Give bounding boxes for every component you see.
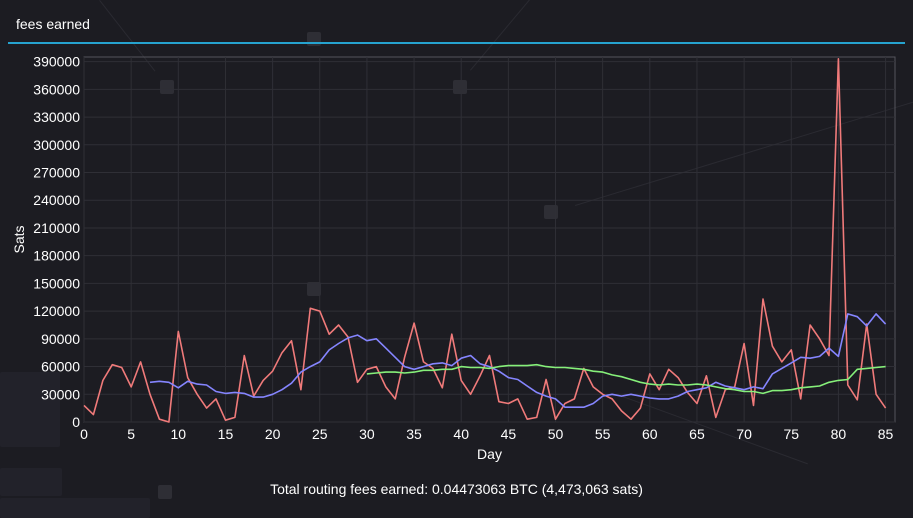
y-axis-ticks: 0 30000 60000 90000 120000 150000 180000 210000…: [33, 54, 80, 430]
y-tick-label: 60000: [41, 359, 80, 375]
x-tick-label: 0: [80, 426, 88, 442]
background-block: [307, 282, 321, 296]
x-tick-label: 30: [359, 426, 375, 442]
x-tick-label: 50: [548, 426, 564, 442]
x-tick-label: 35: [406, 426, 422, 442]
y-tick-label: 150000: [33, 275, 80, 291]
x-tick-label: 85: [878, 426, 894, 442]
x-tick-label: 60: [642, 426, 658, 442]
y-tick-label: 30000: [41, 386, 80, 402]
background-block: [0, 468, 62, 496]
x-tick-label: 20: [265, 426, 281, 442]
x-tick-label: 80: [831, 426, 847, 442]
x-tick-label: 10: [171, 426, 187, 442]
x-tick-label: 40: [453, 426, 469, 442]
y-tick-label: 180000: [33, 248, 80, 264]
x-tick-label: 70: [736, 426, 752, 442]
background-block: [158, 485, 172, 499]
background-block: [0, 498, 150, 518]
y-tick-label: 270000: [33, 165, 80, 181]
x-axis-label: Day: [477, 446, 502, 462]
total-fees-summary: Total routing fees earned: 0.04473063 BT…: [270, 481, 643, 497]
x-tick-label: 55: [595, 426, 611, 442]
series-line-3: [366, 363, 886, 395]
y-tick-label: 0: [72, 414, 80, 430]
y-axis-label: Sats: [11, 225, 27, 253]
y-tick-label: 90000: [41, 331, 80, 347]
x-tick-label: 5: [127, 426, 135, 442]
x-tick-label: 15: [218, 426, 234, 442]
x-axis-ticks: 0 5 10 15 20 25 30 35 40 45 50 55 60 65 70 75 80 85: [80, 426, 893, 442]
background-block: [0, 372, 60, 447]
page-title: fees earned: [16, 16, 90, 32]
header-divider: [8, 42, 905, 44]
y-tick-label: 360000: [33, 81, 80, 97]
background-block: [544, 205, 558, 219]
series-line-2: [149, 313, 887, 409]
x-tick-label: 45: [501, 426, 517, 442]
y-tick-label: 390000: [33, 54, 80, 70]
y-tick-label: 240000: [33, 192, 80, 208]
fees-line-chart: 0 30000 60000 90000 120000 150000 180000 210000…: [11, 54, 896, 462]
y-tick-label: 210000: [33, 220, 80, 236]
background-block: [160, 80, 174, 94]
x-tick-label: 25: [312, 426, 328, 442]
y-tick-label: 300000: [33, 137, 80, 153]
y-tick-label: 330000: [33, 109, 80, 125]
y-tick-label: 120000: [33, 303, 80, 319]
background-block: [453, 80, 467, 94]
x-tick-label: 75: [783, 426, 799, 442]
x-tick-label: 65: [689, 426, 705, 442]
series-lines: [83, 57, 887, 423]
